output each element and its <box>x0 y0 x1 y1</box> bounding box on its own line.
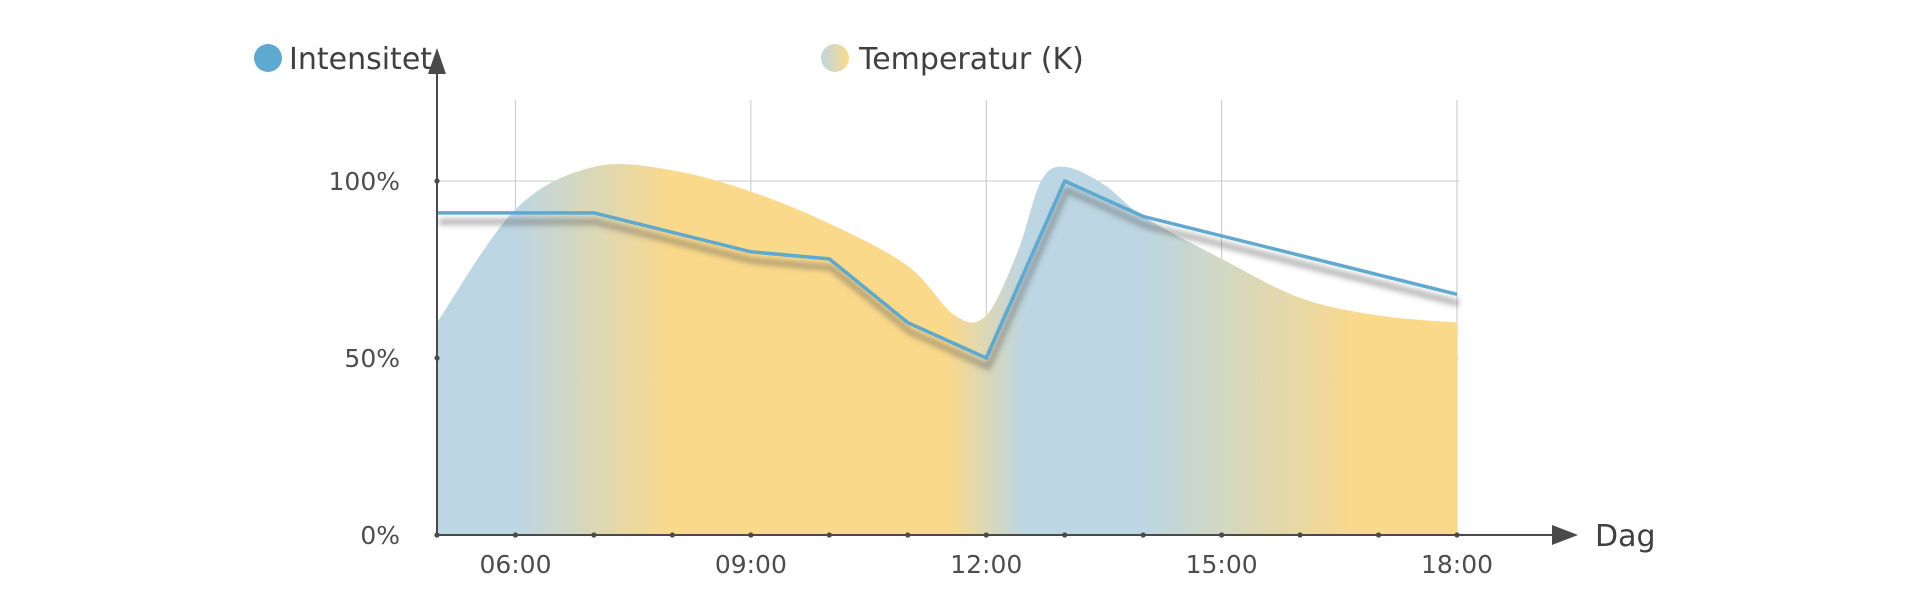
y-tick-labels: 0% 50% 100% <box>329 167 400 550</box>
intensity-line <box>437 179 1458 360</box>
x-tick-labels: 06:00 09:00 12:00 15:00 18:00 <box>479 550 1493 579</box>
x-axis-tick-dot <box>905 532 911 538</box>
y-tick-label: 0% <box>360 521 400 550</box>
legend-temperature-swatch <box>821 44 849 72</box>
origin-dot <box>434 532 440 538</box>
y-axis-arrow <box>428 48 446 74</box>
intensity-line-shadow <box>439 187 1460 370</box>
x-axis-arrow <box>1552 525 1578 545</box>
x-axis-title: Dag <box>1595 519 1656 554</box>
y-axis-tick-dot <box>434 178 440 184</box>
x-axis-tick-dot <box>1454 532 1460 538</box>
x-axis-tick-dot <box>512 532 519 538</box>
x-axis-tick-dot <box>1140 532 1146 538</box>
y-axis-tick-dot <box>434 355 440 361</box>
y-tick-label: 50% <box>344 344 400 373</box>
x-axis-tick-dot <box>591 532 597 538</box>
legend-intensity-label: Intensitet <box>289 42 432 77</box>
x-tick-label: 18:00 <box>1421 550 1493 579</box>
legend-intensity-swatch <box>254 44 282 72</box>
intensity-series <box>437 179 1460 370</box>
x-axis-tick-dot <box>669 532 675 538</box>
x-tick-label: 06:00 <box>479 550 551 579</box>
x-axis-tick-dot <box>983 532 989 538</box>
legend: Intensitet Temperatur (K) <box>254 42 1084 77</box>
y-tick-label: 100% <box>329 167 400 196</box>
legend-temperature-label: Temperatur (K) <box>858 42 1084 77</box>
x-tick-label: 12:00 <box>950 550 1022 579</box>
x-axis-tick-dot <box>1297 532 1303 538</box>
x-axis-tick-dot <box>826 532 832 538</box>
x-axis-tick-dot <box>1219 532 1225 538</box>
x-tick-label: 09:00 <box>715 550 787 579</box>
x-axis-tick-dot <box>748 532 754 538</box>
chart-axes <box>428 48 1578 545</box>
x-axis-tick-dot <box>1062 532 1068 538</box>
x-tick-label: 15:00 <box>1186 550 1258 579</box>
x-axis-tick-dot <box>1375 532 1382 538</box>
